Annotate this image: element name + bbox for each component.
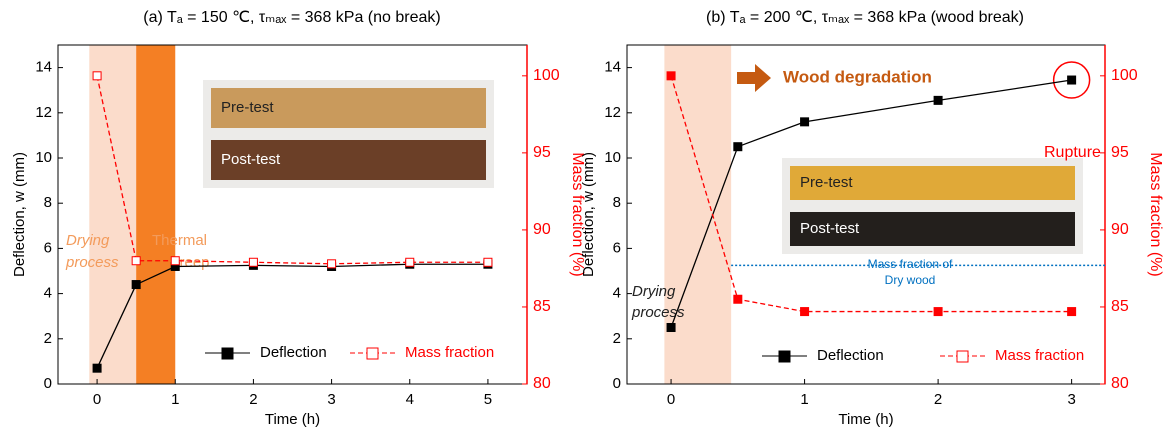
annotation: Thermal <box>152 232 207 249</box>
y-tick-label: 10 <box>604 149 621 166</box>
y-tick-label: 4 <box>613 285 621 302</box>
y-tick-label: 12 <box>604 104 621 121</box>
marker <box>934 308 942 316</box>
y2-tick-label: 80 <box>1111 375 1129 392</box>
y2-tick-label: 95 <box>1111 144 1129 161</box>
marker <box>132 257 140 265</box>
x-tick-label: 0 <box>93 391 101 408</box>
x-tick-label: 0 <box>667 391 675 408</box>
photo-label: Post-test <box>800 220 860 237</box>
x-tick-label: 5 <box>484 391 492 408</box>
marker <box>667 324 675 332</box>
annotation: process <box>65 254 119 271</box>
photo-label: Pre-test <box>221 99 274 116</box>
y-tick-label: 14 <box>604 59 621 76</box>
chart-title: (b) Tₐ = 200 ℃, τₘₐₓ = 368 kPa (wood bre… <box>706 9 1024 26</box>
shaded-region <box>136 45 175 384</box>
y-tick-label: 6 <box>44 239 52 256</box>
marker <box>801 118 809 126</box>
marker <box>1068 308 1076 316</box>
x-tick-label: 3 <box>1067 391 1075 408</box>
annotation: Wood degradation <box>783 67 932 86</box>
legend-marker <box>957 351 968 362</box>
annotation: Mass fraction of <box>868 257 953 271</box>
x-tick-label: 1 <box>171 391 179 408</box>
x-axis-label: Time (h) <box>838 411 893 428</box>
x-tick-label: 3 <box>327 391 335 408</box>
shaded-region <box>89 45 136 384</box>
y2-tick-label: 90 <box>1111 221 1129 238</box>
marker <box>132 281 140 289</box>
y2-axis-label: Mass fraction (%) <box>1147 152 1164 276</box>
y-tick-label: 4 <box>44 285 52 302</box>
y-tick-label: 8 <box>44 194 52 211</box>
y2-tick-label: 85 <box>1111 298 1129 315</box>
annotation: Dry wood <box>885 273 936 287</box>
marker <box>328 260 336 268</box>
marker <box>734 295 742 303</box>
photo-label: Pre-test <box>800 174 853 191</box>
y2-tick-label: 95 <box>533 144 551 161</box>
legend-label: Deflection <box>817 347 884 364</box>
y2-tick-label: 100 <box>1111 67 1138 84</box>
marker <box>249 258 257 266</box>
annotation: Drying <box>66 232 110 249</box>
marker <box>484 258 492 266</box>
legend-label: Deflection <box>260 344 327 361</box>
marker <box>734 143 742 151</box>
marker <box>667 72 675 80</box>
marker <box>406 258 414 266</box>
x-axis-label: Time (h) <box>265 411 320 428</box>
legend-label: Mass fraction <box>995 347 1084 364</box>
x-tick-label: 2 <box>934 391 942 408</box>
x-tick-label: 4 <box>406 391 414 408</box>
y2-tick-label: 80 <box>533 375 551 392</box>
y-tick-label: 2 <box>613 330 621 347</box>
marker <box>1068 76 1076 84</box>
y-tick-label: 8 <box>613 194 621 211</box>
y-tick-label: 10 <box>35 149 52 166</box>
y-axis-label: Deflection, w (mm) <box>580 152 597 277</box>
figure: (a) Tₐ = 150 ℃, τₘₐₓ = 368 kPa (no break… <box>0 0 1168 433</box>
marker <box>171 257 179 265</box>
marker <box>801 308 809 316</box>
y2-tick-label: 85 <box>533 298 551 315</box>
photo-label: Post-test <box>221 151 281 168</box>
shaded-region <box>664 45 731 384</box>
annotation: Rupture <box>1044 144 1101 161</box>
y2-tick-label: 90 <box>533 221 551 238</box>
y-tick-label: 0 <box>613 375 621 392</box>
y-tick-label: 6 <box>613 239 621 256</box>
chart-title: (a) Tₐ = 150 ℃, τₘₐₓ = 368 kPa (no break… <box>143 9 440 26</box>
y-tick-label: 2 <box>44 330 52 347</box>
annotation: Drying <box>632 283 676 300</box>
arrow <box>737 64 771 92</box>
x-tick-label: 1 <box>800 391 808 408</box>
y-tick-label: 0 <box>44 375 52 392</box>
legend-marker <box>779 351 790 362</box>
marker <box>934 96 942 104</box>
marker <box>93 364 101 372</box>
y-tick-label: 14 <box>35 59 52 76</box>
y2-tick-label: 100 <box>533 67 560 84</box>
y-tick-label: 12 <box>35 104 52 121</box>
marker <box>93 72 101 80</box>
legend-marker <box>222 348 233 359</box>
x-tick-label: 2 <box>249 391 257 408</box>
legend-label: Mass fraction <box>405 344 494 361</box>
legend-marker <box>367 348 378 359</box>
y-axis-label: Deflection, w (mm) <box>11 152 28 277</box>
